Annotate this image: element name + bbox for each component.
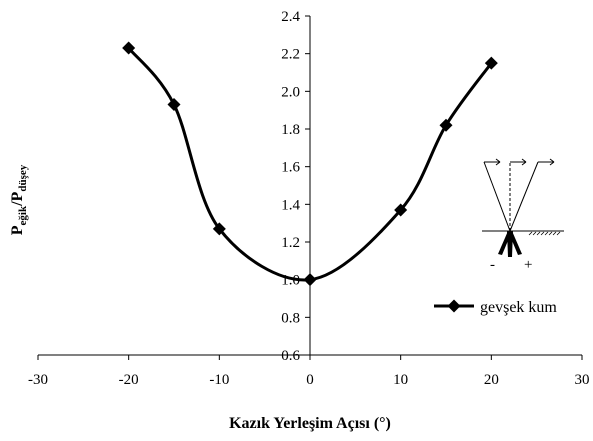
- data-point-marker: [484, 56, 498, 70]
- y-axis-title: Peğik/Pdüşey: [9, 164, 29, 235]
- data-point-marker: [167, 98, 181, 112]
- data-point-marker: [303, 273, 317, 287]
- x-tick-label: 0: [306, 372, 314, 388]
- data-point-marker: [122, 41, 136, 55]
- y-tick-label: 2.2: [281, 47, 300, 63]
- axes: [37, 15, 583, 360]
- y-tick-label: 1.2: [281, 235, 300, 251]
- pile-angle-inset-icon: - +: [482, 158, 564, 273]
- legend-label: gevşek kum: [480, 299, 557, 316]
- legend: gevşek kum: [434, 299, 557, 316]
- x-tick-label: -10: [209, 372, 229, 388]
- x-tick-label: 30: [575, 372, 590, 388]
- y-tick-label: 2.4: [281, 9, 300, 25]
- x-tick-label: 20: [484, 372, 499, 388]
- data-point-marker: [394, 203, 408, 217]
- y-tick-label: 0.6: [281, 348, 300, 364]
- y-tick-label: 2.0: [281, 84, 300, 100]
- data-point-marker: [439, 118, 453, 132]
- inset-plus-sign: +: [524, 257, 532, 273]
- data-point-marker: [212, 222, 226, 236]
- y-tick-label: 0.8: [281, 310, 300, 326]
- x-tick-label: -20: [119, 372, 139, 388]
- tick-labels: -30 -20 -10 0 10 20 300.60.81.01.21.41.61.82.0…: [28, 9, 590, 388]
- legend-marker: [447, 299, 461, 313]
- y-tick-label: 1.4: [281, 197, 300, 213]
- axis-titles: Kazık Yerleşim Açısı (°) Peğik/Pdüşey: [9, 164, 391, 432]
- x-tick-label: -30: [28, 372, 48, 388]
- y-tick-label: 1.6: [281, 160, 300, 176]
- inset-minus-sign: -: [490, 257, 495, 273]
- x-tick-label: 10: [393, 372, 408, 388]
- y-tick-label: 1.8: [281, 122, 300, 138]
- series-layer: [122, 41, 498, 287]
- x-axis-title: Kazık Yerleşim Açısı (°): [229, 415, 391, 432]
